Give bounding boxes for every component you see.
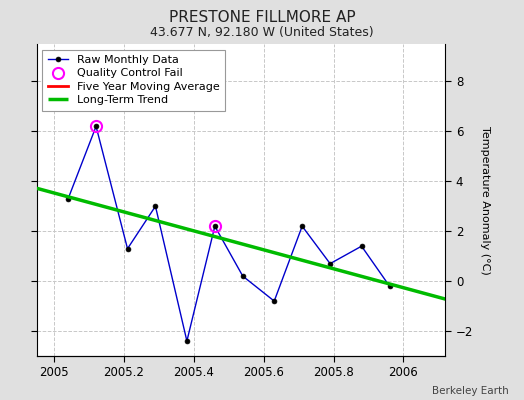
- Raw Monthly Data: [271, 299, 277, 304]
- Quality Control Fail: [212, 224, 218, 229]
- Raw Monthly Data: [184, 339, 190, 344]
- Raw Monthly Data: [327, 261, 333, 266]
- Raw Monthly Data: [152, 204, 159, 209]
- Raw Monthly Data: [212, 224, 218, 229]
- Quality Control Fail: [93, 124, 99, 129]
- Raw Monthly Data: [386, 284, 392, 288]
- Text: Berkeley Earth: Berkeley Earth: [432, 386, 508, 396]
- Raw Monthly Data: [299, 224, 305, 229]
- Raw Monthly Data: [239, 274, 246, 278]
- Line: Raw Monthly Data: Raw Monthly Data: [66, 124, 392, 344]
- Line: Quality Control Fail: Quality Control Fail: [91, 121, 221, 232]
- Raw Monthly Data: [65, 196, 71, 201]
- Legend: Raw Monthly Data, Quality Control Fail, Five Year Moving Average, Long-Term Tren: Raw Monthly Data, Quality Control Fail, …: [42, 50, 225, 111]
- Text: PRESTONE FILLMORE AP: PRESTONE FILLMORE AP: [169, 10, 355, 25]
- Raw Monthly Data: [358, 244, 365, 248]
- Raw Monthly Data: [124, 246, 130, 251]
- Raw Monthly Data: [93, 124, 99, 129]
- Y-axis label: Temperature Anomaly (°C): Temperature Anomaly (°C): [480, 126, 490, 274]
- Text: 43.677 N, 92.180 W (United States): 43.677 N, 92.180 W (United States): [150, 26, 374, 39]
